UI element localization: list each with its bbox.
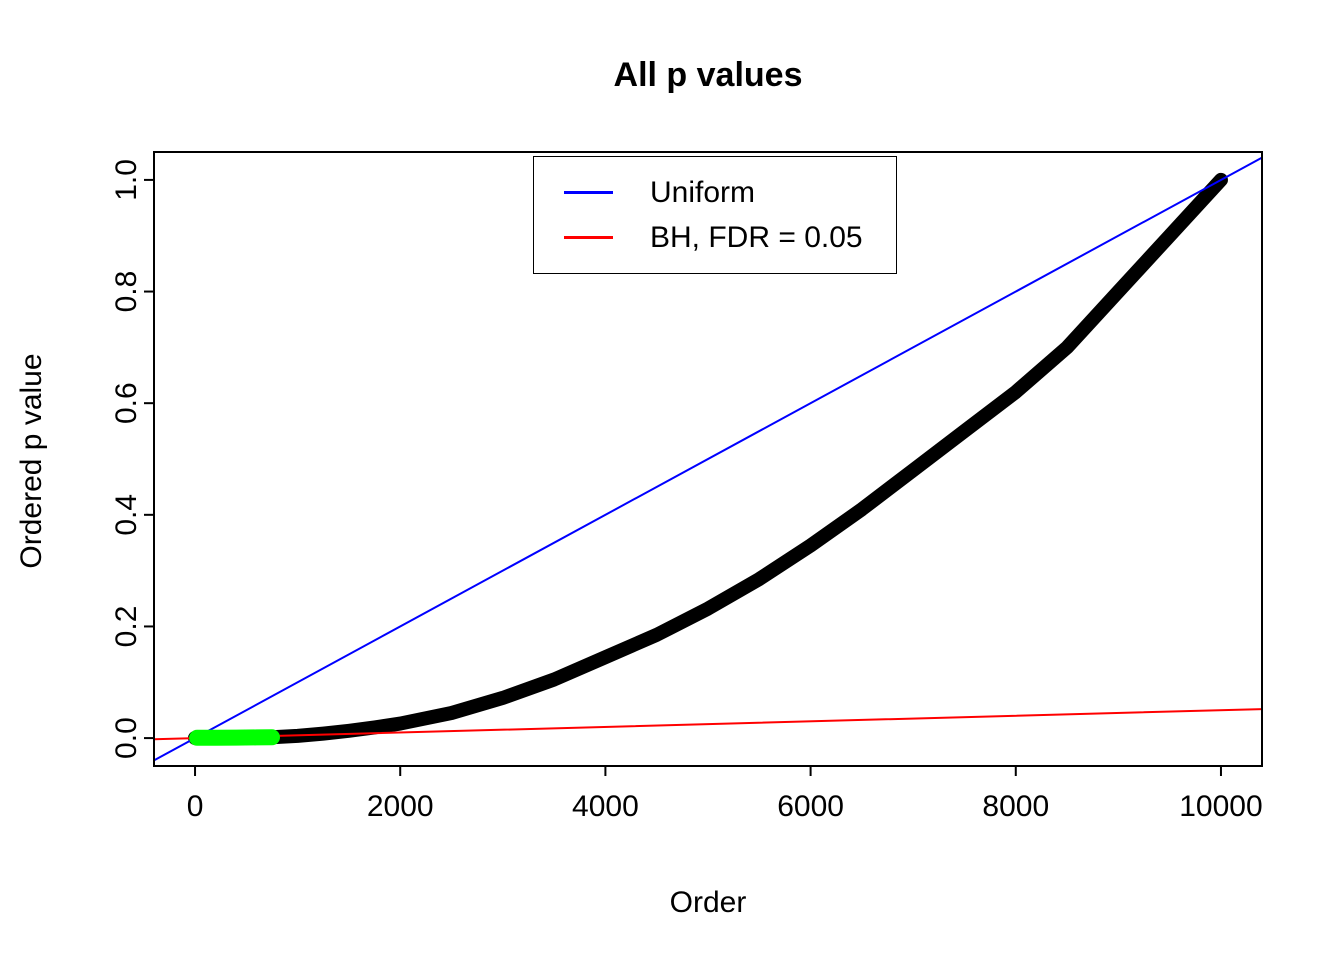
y-tick-label: 0.4 [110,494,143,536]
bh-line-swatch [564,236,613,239]
legend-label-uniform: Uniform [650,175,756,209]
bh-line-series [153,708,1263,741]
x-tick-label: 6000 [777,790,844,823]
y-tick-label: 0.8 [110,271,143,313]
x-tick-label: 4000 [572,790,639,823]
x-tick-label: 8000 [982,790,1049,823]
x-tick-label: 0 [187,790,204,823]
legend-item-uniform: Uniform [534,170,896,215]
legend: Uniform BH, FDR = 0.05 [533,156,897,274]
legend-label-bh: BH, FDR = 0.05 [650,220,863,254]
uniform-line-swatch [564,191,613,194]
y-tick-label: 0.6 [110,382,143,424]
y-axis-label: Ordered p value [15,353,48,569]
plot-frame [153,151,1263,767]
x-tick-label: 2000 [367,790,434,823]
x-tick-label: 10000 [1179,790,1262,823]
significant-p-values-series [189,729,280,746]
y-tick-label: 0.0 [110,717,143,759]
y-tick-label: 1.0 [110,159,143,201]
y-tick-label: 0.2 [110,606,143,648]
legend-item-bh: BH, FDR = 0.05 [534,215,896,260]
uniform-line-series [153,156,1263,762]
x-axis-label: Order [669,886,747,919]
chart-title: All p values [613,56,803,94]
